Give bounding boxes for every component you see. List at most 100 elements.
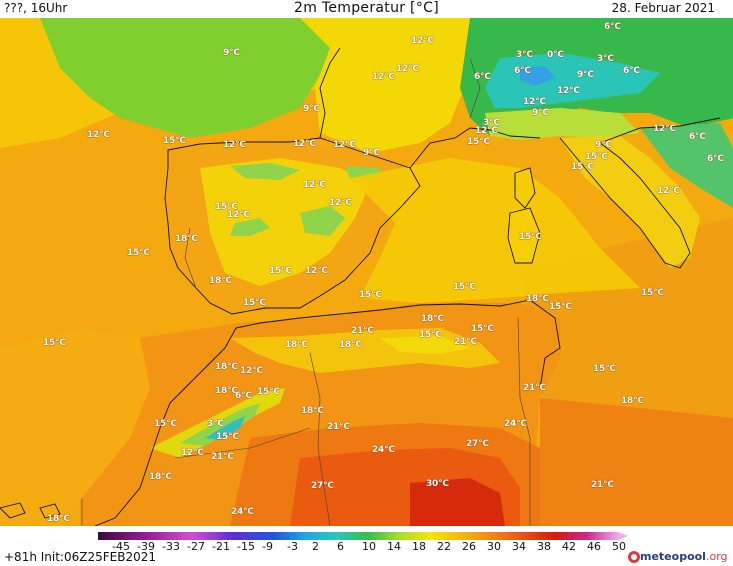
colorbar-tick: 46 (587, 540, 601, 553)
colorbar-tick: -21 (212, 540, 230, 553)
colorbar-tick: 2 (312, 540, 319, 553)
colorbar-tick: -27 (187, 540, 205, 553)
temperature-label: 21°C (327, 422, 350, 432)
temperature-label: 9°C (532, 108, 549, 118)
temperature-label: 15°C (163, 136, 186, 146)
temperature-label: 18°C (621, 396, 644, 406)
temperature-label: 15°C (467, 137, 490, 147)
colorbar-tick: 6 (337, 540, 344, 553)
temperature-label: 18°C (421, 314, 444, 324)
temperature-label: 21°C (591, 480, 614, 490)
temperature-label: 15°C (471, 324, 494, 334)
temperature-label: 15°C (215, 202, 238, 212)
temperature-label: 12°C (333, 140, 356, 150)
temperature-label: 18°C (339, 340, 362, 350)
temperature-label: 15°C (641, 288, 664, 298)
temperature-label: 15°C (257, 387, 280, 397)
temperature-label: 18°C (175, 234, 198, 244)
temperature-label: 30°C (426, 479, 449, 489)
temperature-label: 12°C (396, 64, 419, 74)
colorbar-tick: 30 (487, 540, 501, 553)
temperature-label: 3°C (483, 118, 500, 128)
temperature-label: 21°C (351, 326, 374, 336)
colorbar-tick: 38 (537, 540, 551, 553)
temperature-label: 15°C (453, 282, 476, 292)
temperature-label: 24°C (231, 507, 254, 517)
temperature-label: 12°C (329, 198, 352, 208)
temperature-label: 3°C (516, 50, 533, 60)
colorbar-tick: 26 (462, 540, 476, 553)
temperature-label: 6°C (689, 132, 706, 142)
colorbar-tick: 10 (362, 540, 376, 553)
colorbar-tick: -33 (162, 540, 180, 553)
colorbar-tick: -45 (112, 540, 130, 553)
temperature-label: 15°C (269, 266, 292, 276)
colorbar-tick: -3 (287, 540, 298, 553)
temperature-label: 12°C (305, 266, 328, 276)
temperature-label: 12°C (372, 72, 395, 82)
temperature-label: 0°C (547, 50, 564, 60)
temperature-label: 18°C (47, 514, 70, 524)
colorbar-tick: 50 (612, 540, 626, 553)
temperature-label: 18°C (215, 362, 238, 372)
temperature-label: 3°C (597, 54, 614, 64)
temperature-label: 21°C (454, 337, 477, 347)
brand-logo-icon (628, 551, 640, 563)
temperature-label: 12°C (475, 126, 498, 136)
header-bar: ???, 16Uhr 2m Temperatur [°C] 28. Februa… (0, 0, 733, 18)
temperature-label: 12°C (657, 186, 680, 196)
map-title: 2m Temperatur [°C] (294, 0, 439, 16)
colorbar-tick: -15 (237, 540, 255, 553)
temperature-label: 15°C (154, 419, 177, 429)
temperature-label: 15°C (585, 152, 608, 162)
temperature-label: 6°C (474, 72, 491, 82)
colorbar-tick: -9 (262, 540, 273, 553)
temperature-label: 9°C (363, 148, 380, 158)
temperature-label: 12°C (411, 36, 434, 46)
temperature-label: 15°C (519, 232, 542, 242)
temperature-label: 24°C (372, 445, 395, 455)
init-time: +81h Init:06Z25FEB2021 (4, 550, 156, 564)
temperature-map: 9°C 12°C 12°C 12°C 9°C 12°C 15°C 12°C 12°C 12°C 9°… (0, 18, 733, 526)
temperature-label: 15°C (243, 298, 266, 308)
temperature-label: 15°C (419, 330, 442, 340)
temperature-label: 15°C (359, 290, 382, 300)
map-canvas (0, 18, 733, 526)
forecast-date: 28. Februar 2021 (611, 1, 715, 15)
colorbar-tick: 18 (412, 540, 426, 553)
temperature-label: 15°C (216, 432, 239, 442)
temperature-label: 21°C (211, 452, 234, 462)
temperature-label: 12°C (557, 86, 580, 96)
temperature-label: 12°C (223, 140, 246, 150)
temperature-label: 12°C (181, 448, 204, 458)
brand-name[interactable]: meteopool.org (640, 550, 728, 563)
temperature-label: 9°C (595, 140, 612, 150)
temperature-label: 12°C (227, 210, 250, 220)
colorbar-tick: 22 (437, 540, 451, 553)
temperature-label: 9°C (577, 70, 594, 80)
temperature-label: 6°C (514, 66, 531, 76)
temperature-label: 18°C (301, 406, 324, 416)
temperature-label: 6°C (235, 391, 252, 401)
colorbar-tick: 34 (512, 540, 526, 553)
temperature-label: 6°C (623, 66, 640, 76)
temperature-label: 18°C (526, 294, 549, 304)
colorbar-tick: -39 (137, 540, 155, 553)
temperature-label: 6°C (707, 154, 724, 164)
temperature-label: 18°C (209, 276, 232, 286)
temperature-label: 24°C (504, 419, 527, 429)
temperature-label: 12°C (653, 124, 676, 134)
temperature-label: 21°C (523, 383, 546, 393)
temperature-label: 15°C (593, 364, 616, 374)
temperature-label: 18°C (285, 340, 308, 350)
temperature-label: 12°C (87, 130, 110, 140)
temperature-label: 6°C (604, 22, 621, 32)
temperature-label: 27°C (466, 439, 489, 449)
temperature-label: 12°C (523, 97, 546, 107)
colorbar-tick: 42 (562, 540, 576, 553)
temperature-label: 18°C (215, 386, 238, 396)
temperature-label: 9°C (223, 48, 240, 58)
temperature-label: 3°C (207, 419, 224, 429)
temperature-label: 18°C (149, 472, 172, 482)
colorbar (98, 532, 628, 540)
